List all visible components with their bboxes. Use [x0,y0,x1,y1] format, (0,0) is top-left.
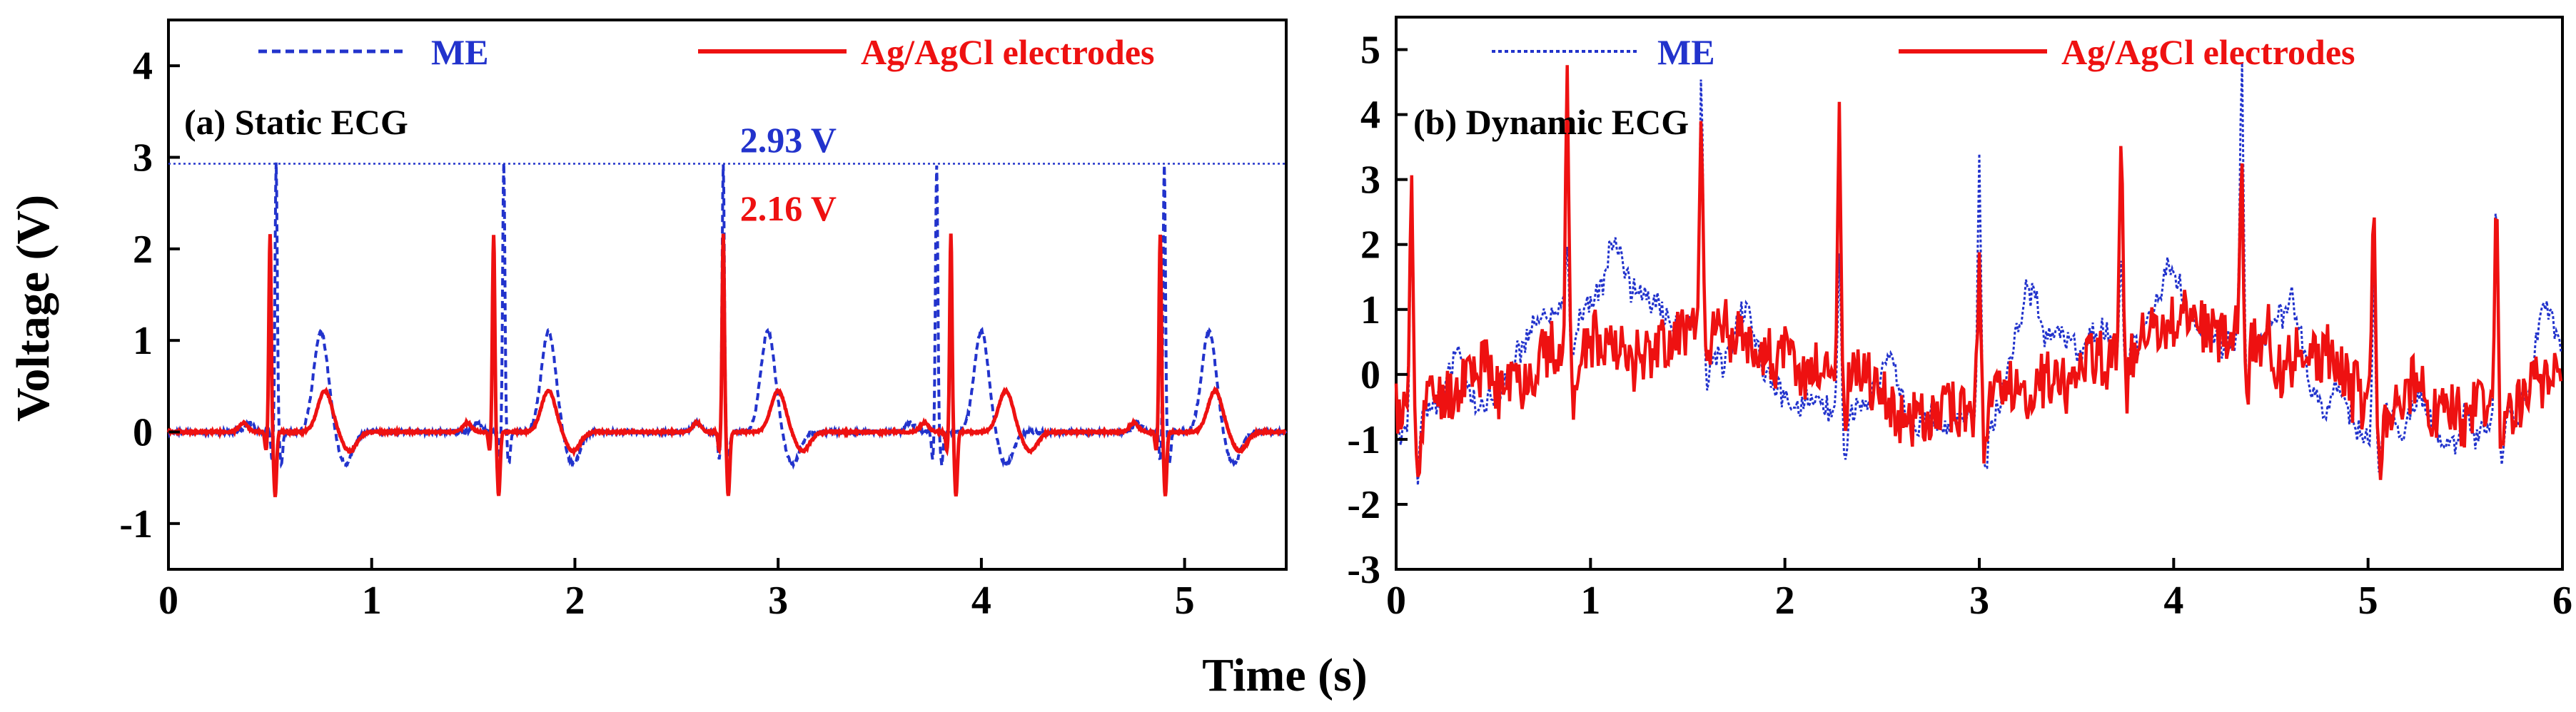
b-xtick-label-6: 6 [2552,579,2572,623]
b-xtick-label-0: 0 [1386,579,1406,623]
b-xtick-label-1: 1 [1580,579,1600,623]
a-xtick-label-0: 0 [158,579,178,623]
b-ytick-label-8: 5 [1360,29,1380,73]
a-xtick-label-1: 1 [362,579,382,623]
series-agcl-dynamic [1394,65,2563,480]
a-ytick-label-4: 3 [133,136,153,180]
y-axis-title: Voltage (V) [7,195,59,422]
a-xtick-label-5: 5 [1175,579,1195,623]
a-xtick-label-2: 2 [565,579,585,623]
panel-dynamic-ecg: 0 1 2 3 4 5 6 -3 -2 -1 0 1 2 3 4 5 ME Ag/AgCl electrode… [1347,16,2572,623]
b-xtick-label-5: 5 [2358,579,2378,623]
a-ytick-label-1: 0 [133,411,153,455]
series-agcl-static [166,233,1287,497]
a-ytick-label-2: 1 [133,319,153,363]
a-ytick-label-5: 4 [133,44,153,88]
annotation-agcl-peak: 2.16 V [740,188,837,228]
legend-agcl-label-b: Ag/AgCl electrodes [2061,32,2355,72]
b-xtick-label-2: 2 [1775,579,1795,623]
panel-a-label: (a) Static ECG [184,102,408,142]
x-axis-title: Time (s) [1202,649,1368,701]
b-ytick-label-2: -1 [1347,418,1380,462]
a-xtick-label-4: 4 [971,579,991,623]
a-xtick-label-3: 3 [768,579,788,623]
annotation-me-peak: 2.93 V [740,120,837,160]
b-xtick-label-3: 3 [1969,579,1989,623]
panel-a-frame [167,19,1288,571]
b-ytick-label-0: -3 [1347,548,1380,592]
a-ytick-label-0: -1 [119,502,153,546]
b-xtick-label-4: 4 [2163,579,2183,623]
a-ytick-label-3: 2 [133,228,153,272]
b-ytick-label-3: 0 [1360,353,1380,397]
b-ytick-label-1: -2 [1347,483,1380,527]
b-ytick-label-5: 2 [1360,223,1380,268]
panel-b-label: (b) Dynamic ECG [1413,102,1689,142]
legend-agcl-label-a: Ag/AgCl electrodes [861,32,1154,72]
b-ytick-label-7: 4 [1360,93,1380,138]
series-me-dynamic [1395,62,2562,486]
legend-me-label-b: ME [1657,32,1715,72]
b-ytick-label-4: 1 [1360,288,1380,332]
legend-me-label-a: ME [431,32,489,72]
b-ytick-label-6: 3 [1360,158,1380,203]
